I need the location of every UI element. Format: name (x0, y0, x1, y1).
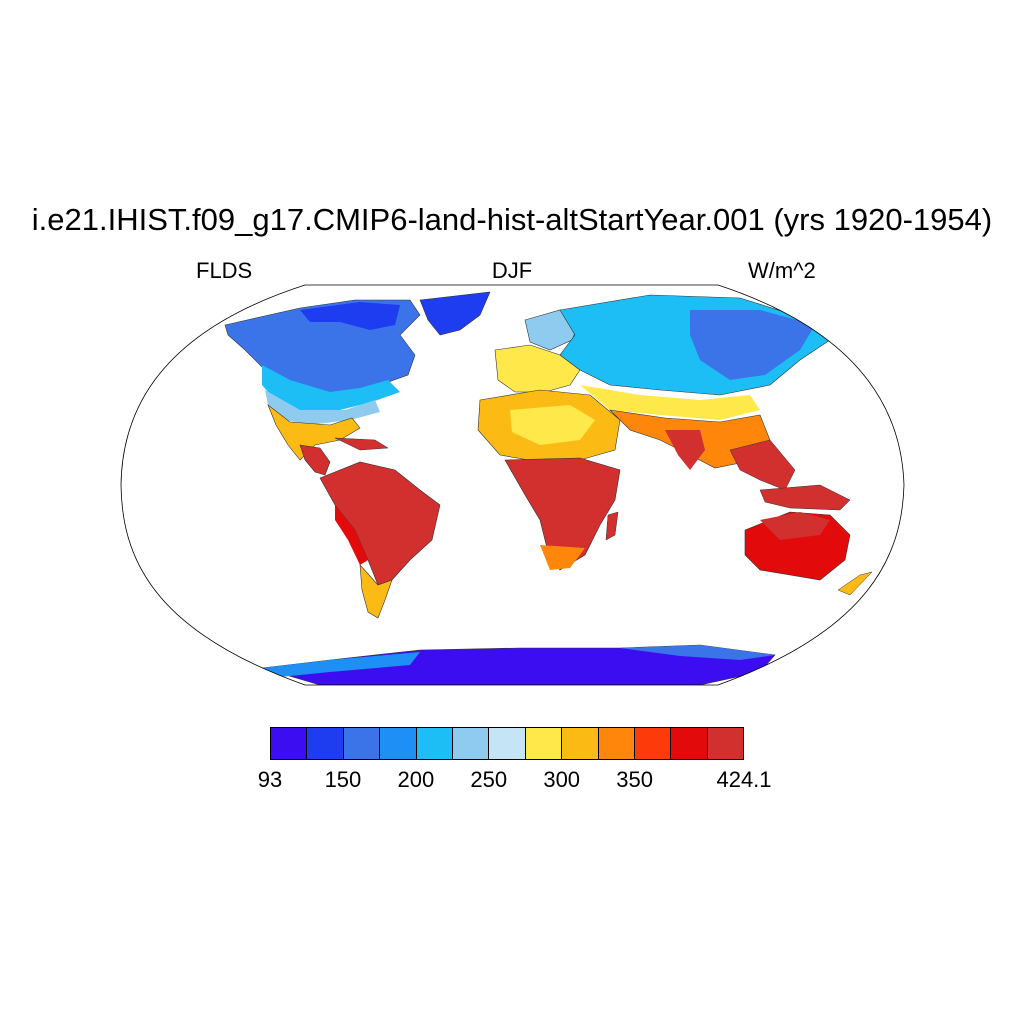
plot-title: i.e21.IHIST.f09_g17.CMIP6-land-hist-altS… (31, 202, 993, 237)
australia-north (760, 512, 830, 540)
caribbean (334, 437, 389, 451)
india (665, 430, 705, 470)
colorbar-box-7 (525, 728, 563, 759)
colorbar-box-6 (489, 728, 526, 759)
south-america-andes (335, 505, 368, 565)
colorbar-box-5 (452, 728, 490, 759)
southeast-asia (729, 439, 796, 491)
colorbar-label: 350 (616, 767, 653, 792)
europe (494, 344, 581, 393)
colorbar-box-9 (598, 728, 635, 759)
asia-mid (580, 385, 760, 420)
globe-outline (120, 284, 905, 686)
north-america-mid (262, 365, 400, 412)
patagonia (359, 564, 393, 619)
asia-siberia-cold (690, 310, 815, 380)
maritime-continent (759, 484, 851, 511)
units-label: W/m^2 (748, 258, 816, 283)
new-zealand (837, 571, 873, 596)
colorbar-label: 424.1 (716, 767, 772, 792)
colorbar (270, 727, 744, 760)
antarctica-edge (262, 652, 420, 678)
colorbar-box-11 (671, 728, 708, 759)
colorbar-label: 93 (257, 767, 283, 792)
season-label: DJF (491, 258, 533, 283)
colorbar-label: 150 (324, 767, 362, 792)
colorbar-label: 300 (543, 767, 581, 792)
north-america-warm (265, 390, 380, 425)
colorbar-label: 250 (470, 767, 508, 792)
central-america (299, 444, 331, 476)
land-fields (224, 291, 873, 685)
africa-sahara (510, 405, 595, 445)
canada-arctic (300, 302, 400, 330)
colorbar-box-4 (416, 728, 453, 759)
antarctica-edge-east (620, 645, 775, 660)
greenland (419, 291, 491, 336)
africa-south (540, 545, 585, 570)
madagascar (605, 511, 619, 541)
colorbar-label: 200 (397, 767, 435, 792)
colorbar-box-2 (343, 728, 381, 759)
colorbar-box-0 (271, 728, 308, 759)
variable-label: FLDS (196, 258, 253, 283)
colorbar-box-1 (307, 728, 344, 759)
colorbar-box-8 (562, 728, 599, 759)
colorbar-box-10 (634, 728, 672, 759)
colorbar-box-12 (707, 728, 744, 759)
colorbar-box-3 (380, 728, 417, 759)
africa-central (504, 457, 621, 571)
